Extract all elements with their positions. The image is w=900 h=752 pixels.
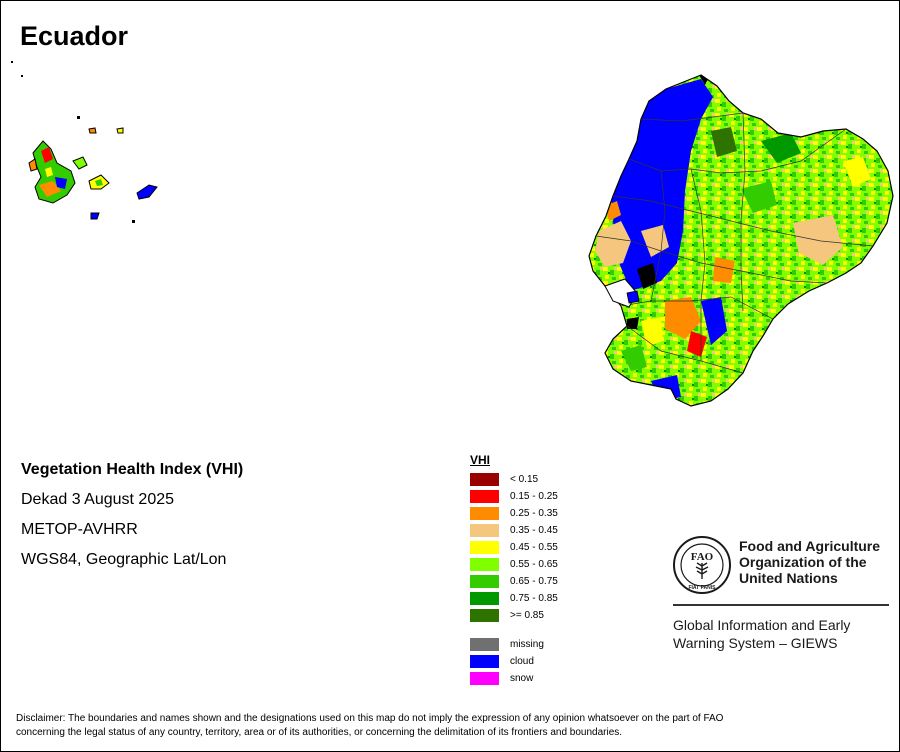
island-san-cristobal xyxy=(136,184,158,200)
fao-logo-motto: FIAT PANIS xyxy=(688,585,716,591)
island-santiago xyxy=(72,156,88,170)
legend-swatch xyxy=(470,672,499,685)
legend-swatch xyxy=(470,575,499,588)
legend-label: < 0.15 xyxy=(510,474,539,485)
legend-swatch xyxy=(470,507,499,520)
giews-line2: Warning System – GIEWS xyxy=(673,635,838,651)
legend-label: 0.15 - 0.25 xyxy=(510,491,558,502)
legend-label: >= 0.85 xyxy=(510,610,544,621)
province-boundaries xyxy=(595,112,874,374)
disclaimer-line1: Disclaimer: The boundaries and names sho… xyxy=(16,713,724,724)
isla-puna xyxy=(626,290,640,304)
island-small-2 xyxy=(116,127,124,134)
island-small-3 xyxy=(90,212,100,220)
fao-logo-letters: FAO xyxy=(691,551,714,563)
island-small-1 xyxy=(88,127,97,134)
vhi-map xyxy=(11,61,894,407)
legend-swatch xyxy=(470,541,499,554)
legend-label: 0.25 - 0.35 xyxy=(510,508,558,519)
legend-label: 0.65 - 0.75 xyxy=(510,576,558,587)
island-fernandina xyxy=(28,158,38,172)
legend-title: VHI xyxy=(470,453,491,467)
giews-name: Global Information and Early Warning Sys… xyxy=(673,616,850,652)
map-title: Ecuador xyxy=(20,21,129,51)
legend-swatch xyxy=(470,473,499,486)
legend-label: 0.45 - 0.55 xyxy=(510,542,558,553)
disclaimer: Disclaimer: The boundaries and names sho… xyxy=(16,712,886,740)
galapagos-islands xyxy=(11,61,158,223)
legend-swatch xyxy=(470,638,499,651)
legend-swatch xyxy=(470,609,499,622)
legend-label: 0.55 - 0.65 xyxy=(510,559,558,570)
fao-divider xyxy=(673,604,889,606)
legend-label: 0.75 - 0.85 xyxy=(510,593,558,604)
giews-line1: Global Information and Early xyxy=(673,617,851,633)
legend-swatch xyxy=(470,655,499,668)
ecuador-outline xyxy=(588,74,894,407)
fao-logo: FAO FIAT PANIS xyxy=(673,536,731,594)
legend-swatch xyxy=(470,592,499,605)
legend-swatch xyxy=(470,524,499,537)
legend-swatch xyxy=(470,558,499,571)
legend-label: 0.35 - 0.45 xyxy=(510,525,558,536)
ecuador-mainland xyxy=(588,74,894,407)
map-info-block: Vegetation Health Index (VHI) Dekad 3 Au… xyxy=(21,459,243,579)
legend-label: cloud xyxy=(510,656,534,667)
index-title: Vegetation Health Index (VHI) xyxy=(21,461,244,478)
projection-label: WGS84, Geographic Lat/Lon xyxy=(21,551,227,568)
legend-label: snow xyxy=(510,673,534,684)
vhi-legend: VHI < 0.15 0.15 - 0.25 0.25 - 0.35 0.35 - 0… xyxy=(470,453,558,685)
fao-name-line1: Food and Agriculture xyxy=(739,538,881,554)
fao-name: Food and Agriculture Organization of the… xyxy=(739,538,880,586)
legend-label: missing xyxy=(510,639,544,650)
fao-name-line2: Organization of the xyxy=(739,554,867,570)
sensor-label: METOP-AVHRR xyxy=(21,521,138,538)
period-label: Dekad 3 August 2025 xyxy=(21,491,175,508)
fao-name-line3: United Nations xyxy=(739,570,838,586)
legend-swatch xyxy=(470,490,499,503)
disclaimer-line2: concerning the legal status of any count… xyxy=(16,727,623,738)
